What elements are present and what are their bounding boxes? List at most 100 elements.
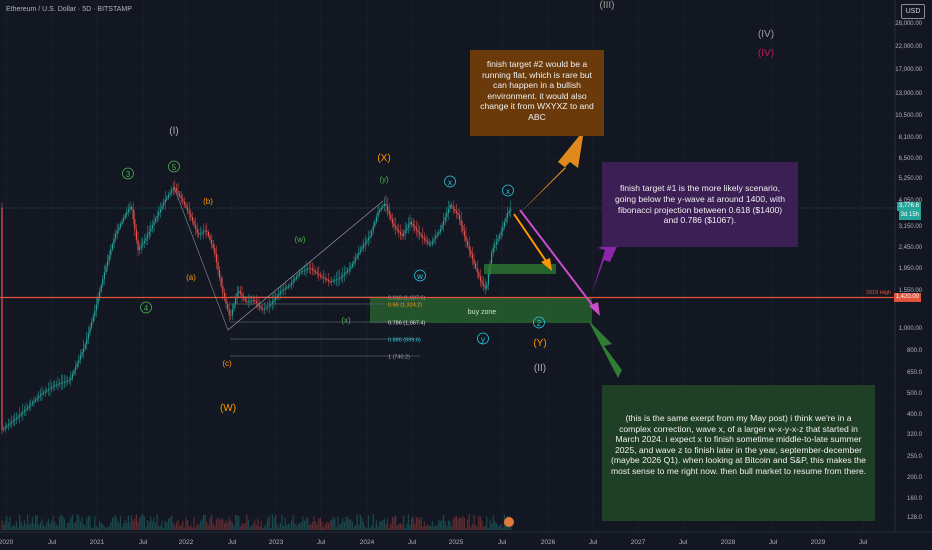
candle-body [159, 209, 161, 213]
candle-body [303, 270, 305, 271]
volume-bar [118, 523, 120, 530]
candle-body [57, 384, 59, 385]
volume-bar [481, 520, 483, 530]
volume-bar [369, 527, 371, 530]
wave-label: (III) [600, 0, 615, 11]
volume-bar [422, 526, 424, 530]
candle-body [275, 297, 277, 300]
volume-bar [11, 526, 13, 530]
wave-label: (I) [169, 126, 178, 137]
candle-body [70, 378, 72, 381]
volume-bar [452, 518, 454, 530]
volume-bar [123, 523, 125, 530]
candle-body [183, 201, 185, 205]
volume-bar [215, 519, 217, 530]
candle-body [25, 409, 27, 411]
candle-body [497, 238, 499, 242]
volume-bar [22, 525, 24, 530]
candle-body [203, 231, 205, 233]
volume-bar [23, 520, 25, 530]
volume-bar [129, 522, 131, 530]
volume-bar [187, 520, 189, 530]
volume-bar [321, 521, 323, 530]
candle-body [233, 304, 235, 310]
candle-body [436, 234, 438, 237]
volume-bar [59, 517, 61, 530]
candle-body [47, 389, 49, 391]
volume-bar [49, 523, 51, 530]
volume-bar [127, 515, 129, 530]
candle-body [431, 241, 433, 244]
candle-body [439, 229, 441, 232]
candle-body [484, 286, 486, 289]
volume-bar [7, 522, 9, 530]
time-tick-label: Jul [139, 539, 148, 546]
volume-bar [190, 524, 192, 530]
volume-bar [198, 524, 200, 530]
candle-body [81, 352, 83, 356]
volume-bar [31, 517, 33, 530]
candle-body [116, 230, 118, 234]
volume-bar [292, 514, 294, 530]
currency-button[interactable]: USD [901, 4, 925, 19]
candle-body [271, 301, 273, 304]
time-tick-label: Jul [859, 539, 868, 546]
volume-bar [107, 526, 109, 530]
volume-bar [119, 515, 121, 530]
volume-bar [479, 516, 481, 530]
volume-bar [358, 524, 360, 530]
candle-body [78, 359, 80, 364]
volume-bar [268, 515, 270, 530]
time-tick-label: 2027 [631, 539, 646, 546]
volume-bar [502, 528, 504, 530]
volume-bar [374, 527, 376, 530]
volume-bar [38, 524, 40, 530]
time-tick-label: Jul [498, 539, 507, 546]
volume-bar [316, 524, 318, 530]
candle-body [252, 300, 254, 301]
volume-bar [145, 526, 147, 530]
candle-body [76, 363, 78, 367]
time-tick-label: Jul [769, 539, 778, 546]
candle-body [356, 255, 358, 258]
candle-body [476, 267, 478, 273]
volume-bar [430, 525, 432, 530]
candle-body [7, 424, 9, 426]
volume-bar [327, 523, 329, 530]
candle-body [475, 263, 477, 268]
volume-bar [356, 514, 358, 530]
volume-bar [33, 523, 35, 530]
price-tick-label: 1,950.00 [899, 266, 923, 272]
candle-body [67, 380, 69, 382]
volume-bar [500, 524, 502, 530]
candle-body [494, 244, 496, 248]
candle-body [369, 236, 371, 239]
candle-body [324, 278, 326, 280]
volume-bar [385, 523, 387, 530]
volume-bar [105, 528, 107, 530]
volume-bar [15, 521, 17, 530]
candle-body [406, 227, 408, 231]
candle-body [294, 278, 296, 281]
volume-bar [444, 521, 446, 530]
volume-bar [279, 522, 281, 530]
candle-body [345, 272, 347, 274]
volume-bar [143, 516, 145, 530]
volume-bar [28, 524, 30, 530]
time-tick-label: Jul [589, 539, 598, 546]
candle-body [228, 309, 230, 316]
candle-body [150, 228, 152, 232]
candle-body [459, 215, 461, 221]
volume-bar [139, 518, 141, 530]
candle-body [446, 213, 448, 217]
volume-bar [239, 526, 241, 530]
volume-bar [103, 526, 105, 530]
volume-bar [441, 519, 443, 530]
candle-body [115, 233, 117, 239]
volume-bar [483, 526, 485, 530]
volume-bar [255, 525, 257, 530]
candle-body [499, 235, 501, 239]
candle-body [284, 288, 286, 290]
time-tick-label: Jul [228, 539, 237, 546]
volume-bar [164, 520, 166, 530]
